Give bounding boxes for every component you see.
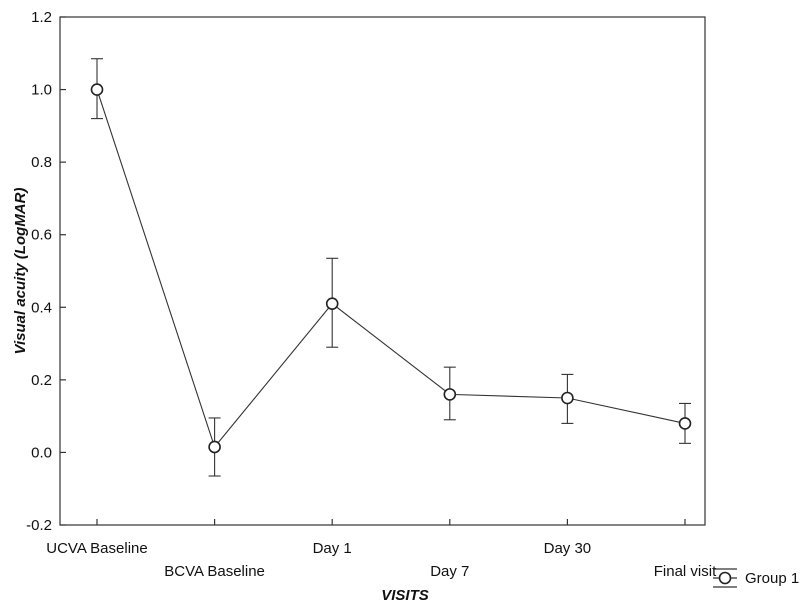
series-group (90, 58, 692, 477)
x-axis: UCVA Baseline BCVA Baseline Day 1 Day 7 Day … (46, 519, 717, 580)
data-point (90, 83, 104, 96)
x-tick-label: UCVA Baseline (46, 540, 147, 557)
series-line (96, 89, 686, 449)
y-tick-label: 1.0 (31, 82, 52, 99)
x-tick-label: Day 7 (430, 563, 469, 580)
y-tick-label: 0.2 (31, 372, 52, 389)
x-tick-label: Day 1 (313, 540, 352, 557)
data-point (443, 388, 457, 401)
x-tick-label: BCVA Baseline (164, 563, 265, 580)
y-tick-label: -0.2 (26, 517, 52, 534)
y-tick-label: 0.4 (31, 299, 52, 316)
y-axis: -0.2 0.0 0.2 0.4 0.6 0.8 1.0 1.2 (26, 9, 66, 534)
legend-label: Group 1 (745, 570, 799, 587)
data-point (208, 440, 221, 454)
data-point (561, 391, 574, 405)
data-point (325, 297, 339, 310)
data-point (678, 417, 692, 430)
plot-frame (59, 16, 706, 526)
x-tick-label: Day 30 (544, 540, 592, 557)
y-tick-label: 0.0 (31, 444, 52, 461)
x-axis-title: VISITS (381, 587, 429, 604)
legend-marker-icon (718, 571, 732, 585)
y-tick-label: 0.6 (31, 227, 52, 244)
y-tick-label: 0.8 (31, 154, 52, 171)
legend: Group 1 (713, 568, 799, 588)
x-tick-label: Final visit (654, 563, 717, 580)
y-tick-label: 1.2 (31, 9, 52, 26)
y-axis-title: Visual acuity (LogMAR) (12, 188, 29, 355)
